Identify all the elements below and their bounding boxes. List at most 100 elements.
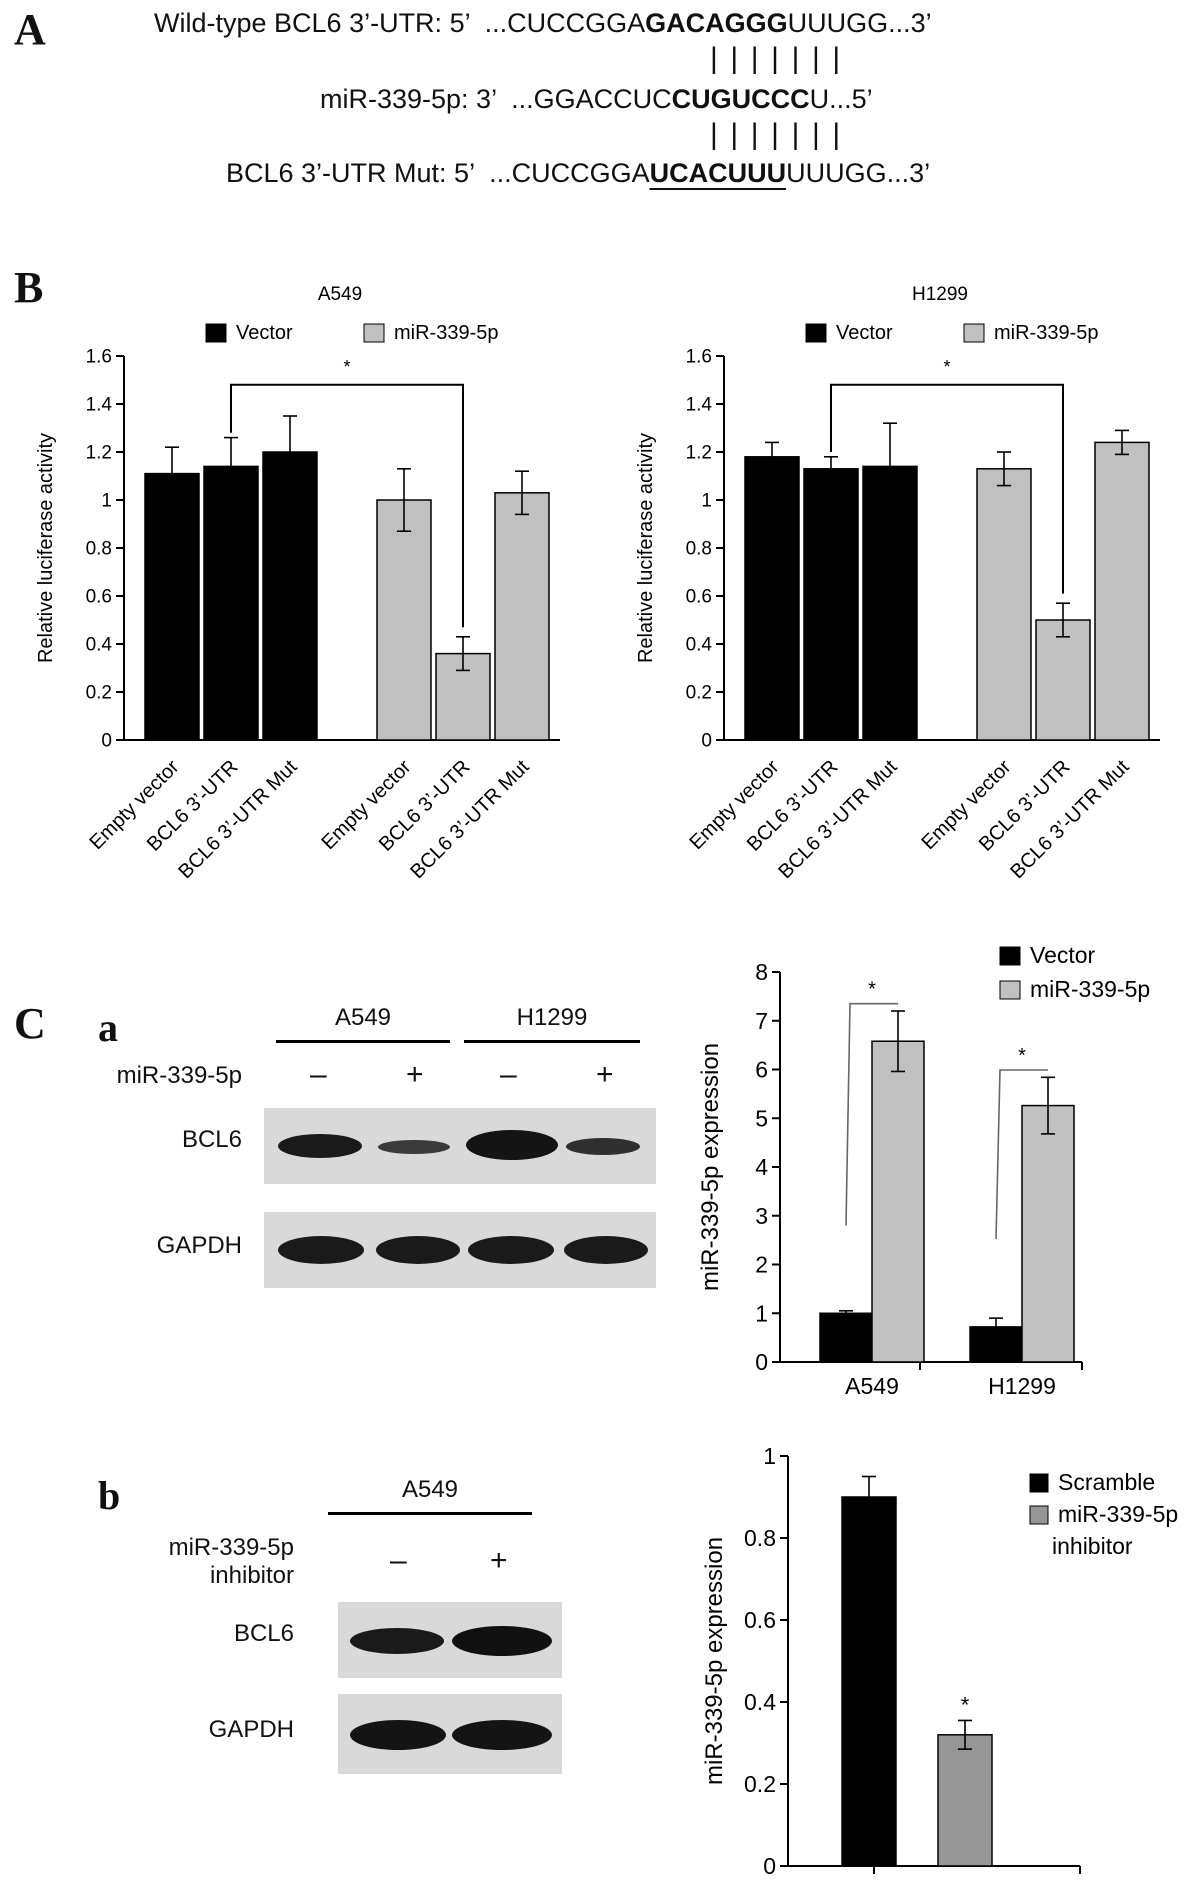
band: [466, 1130, 558, 1160]
bar: [1021, 1104, 1075, 1363]
blot-a-bcl6-strip: [264, 1108, 656, 1184]
luciferase-y-tick-label: 0.4: [686, 635, 713, 656]
expression-b-y-tick-label: 0: [763, 1853, 776, 1879]
significance-star: *: [961, 1692, 970, 1717]
bar: [937, 1734, 993, 1867]
chart-title: H1299: [912, 284, 968, 305]
y-axis-label: Relative luciferase activity: [35, 433, 57, 663]
blot-b-treatment-label: miR-339-5p inhibitor: [110, 1534, 294, 1590]
band: [564, 1236, 648, 1264]
expression-y-tick-label: 4: [755, 1154, 768, 1180]
legend-label: miR-339-5p: [994, 322, 1098, 344]
expression-y-tick-label: 2: [755, 1252, 768, 1278]
luciferase-y-tick-label: 1.2: [686, 443, 712, 464]
mutant-site: UCACUUU: [649, 158, 787, 188]
bar: [262, 451, 318, 741]
legend-swatch: [363, 323, 385, 343]
y-axis-label: miR-339-5p expression: [701, 1537, 728, 1785]
legend-swatch: [805, 323, 827, 343]
expression-b-y-tick-label: 0.8: [744, 1525, 776, 1551]
legend-swatch: [1029, 1505, 1049, 1525]
legend-label: miR-339-5p: [394, 322, 498, 344]
legend-label: Scramble: [1058, 1469, 1155, 1495]
bar: [144, 472, 200, 741]
luciferase-y-tick-label: 0: [101, 731, 112, 752]
legend-label: Vector: [836, 322, 893, 344]
subpanel-letter-a: a: [98, 1005, 118, 1050]
band: [452, 1626, 552, 1656]
legend-label: inhibitor: [1052, 1533, 1133, 1559]
expression-chart-overexpression: 0 1 2 3 4 5 6 7 8 miR-339-5p expression Vector miR-…: [697, 942, 1150, 1395]
luciferase-chart-a549: A549 Vector miR-339-5p 0 0.2 0.4 0.6 0.8 1 1.2 1.4…: [35, 284, 560, 883]
mutant-suffix: UUUGG...3’: [786, 158, 931, 188]
blot-b-sign-2: +: [490, 1544, 508, 1577]
luciferase-y-tick-label: 0.6: [686, 587, 712, 608]
blot-a-group-line-a549: [276, 1040, 450, 1043]
expression-y-tick-label: 0: [755, 1349, 768, 1375]
bar: [1035, 619, 1091, 741]
significance-star: *: [1018, 1045, 1026, 1067]
bar: [1094, 441, 1150, 741]
bar: [976, 468, 1032, 741]
blot-b-sign-1: –: [390, 1544, 407, 1577]
luciferase-y-tick-label: 0.8: [686, 539, 712, 560]
blot-a-cell-line-h1299: H1299: [516, 1004, 588, 1031]
luciferase-y-tick-label: 1: [101, 491, 112, 512]
band: [350, 1628, 444, 1654]
expression-y-tick-label: 6: [755, 1057, 768, 1083]
luciferase-y-tick-label: 1.6: [686, 347, 712, 368]
wild-type-seed: GACAGGG: [645, 8, 788, 38]
blot-a-treatment-label: miR-339-5p: [116, 1062, 242, 1089]
legend-swatch: [963, 323, 985, 343]
legend-swatch: [999, 980, 1021, 1000]
significance-star: *: [868, 979, 876, 1001]
chart-title: A549: [318, 284, 362, 305]
wild-type-sequence: Wild-type BCL6 3’-UTR: 5’ ...CUCCGGAGACA…: [154, 8, 932, 39]
band: [468, 1236, 554, 1264]
wild-type-suffix: UUUGG...3’: [787, 8, 932, 38]
legend-swatch: [1029, 1473, 1049, 1493]
legend-label: miR-339-5p: [1058, 1501, 1178, 1527]
luciferase-y-tick-label: 1.4: [86, 395, 113, 416]
mirna-suffix: U...5’: [809, 84, 873, 114]
wild-type-prefix: Wild-type BCL6 3’-UTR: 5’ ...CUCCGGA: [154, 8, 646, 38]
legend-label: Vector: [236, 322, 293, 344]
expression-b-y-tick-label: 0.6: [744, 1607, 776, 1633]
blot-b-row-gapdh: GAPDH: [208, 1716, 294, 1743]
blot-a-sign-1: –: [310, 1058, 327, 1091]
blot-a-sign-4: +: [596, 1058, 614, 1091]
luciferase-y-tick-label: 1.4: [686, 395, 713, 416]
luciferase-y-tick-label: 1: [701, 491, 712, 512]
luciferase-y-tick-label: 1.2: [86, 443, 112, 464]
luciferase-y-tick-label: 0.4: [86, 635, 113, 656]
legend-label: Vector: [1030, 942, 1096, 968]
blot-a-group-line-h1299: [464, 1040, 640, 1043]
band: [278, 1134, 362, 1158]
blot-a-cell-line-a549: A549: [334, 1004, 392, 1031]
expression-y-tick-label: 7: [755, 1008, 768, 1034]
blot-b-bcl6-strip: [338, 1602, 562, 1678]
band: [378, 1140, 450, 1154]
band: [278, 1236, 364, 1264]
expression-y-tick-label: 5: [755, 1105, 768, 1131]
bar: [803, 468, 859, 741]
expression-y-tick-label: 3: [755, 1203, 768, 1229]
significance-star: *: [343, 357, 350, 377]
luciferase-y-tick-label: 0: [701, 731, 712, 752]
blot-b-treatment-line-1: miR-339-5p: [168, 1534, 294, 1561]
bar: [819, 1312, 873, 1363]
x-tick-label: H1299: [988, 1373, 1056, 1395]
band: [376, 1236, 460, 1264]
pairing-lines-bottom: |||||||: [710, 118, 853, 151]
band: [566, 1138, 640, 1155]
bar: [841, 1496, 897, 1867]
expression-y-tick-label: 8: [755, 959, 768, 985]
bar: [871, 1040, 925, 1363]
blot-a-sign-2: +: [406, 1058, 424, 1091]
mutant-prefix: BCL6 3’-UTR Mut: 5’ ...CUCCGGA: [226, 158, 650, 188]
significance-bracket: [230, 383, 464, 628]
luciferase-y-tick-label: 0.6: [86, 587, 112, 608]
panel-letter-a: A: [14, 5, 46, 54]
blot-b-treatment-line-2: inhibitor: [209, 1562, 294, 1589]
mirna-sequence: miR-339-5p: 3’ ...GGACCUCCUGUCCCU...5’: [320, 84, 873, 115]
